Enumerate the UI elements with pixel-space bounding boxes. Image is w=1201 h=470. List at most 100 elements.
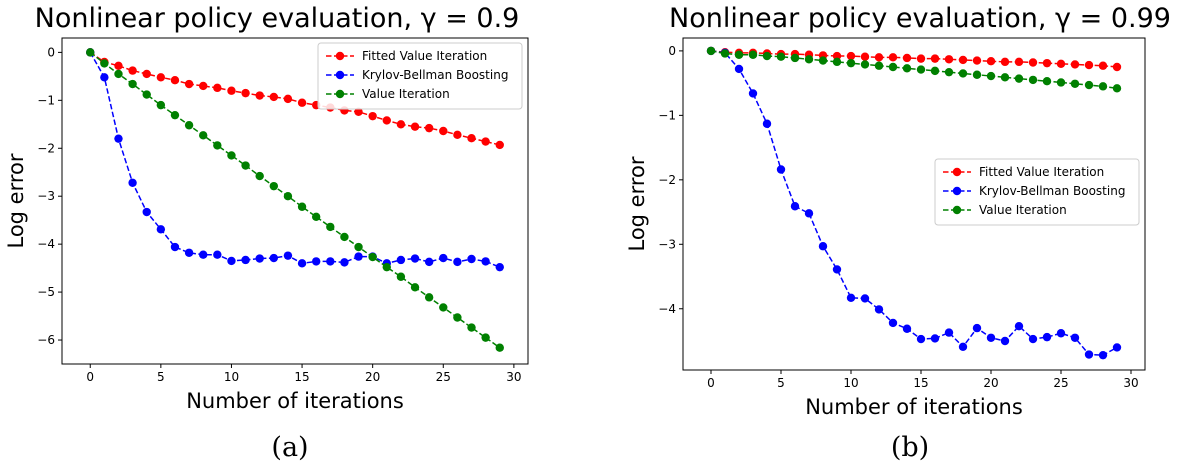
chart-b-point-value-iteration	[1056, 78, 1066, 87]
chart-a-legend-box	[317, 42, 523, 110]
chart-a-point-value-iteration	[481, 333, 490, 342]
chart-b-point-value-iteration	[1042, 76, 1052, 86]
chart-a-point-value-iteration	[142, 90, 151, 99]
chart-a-point-krylov-bellman-boosting	[453, 257, 462, 267]
chart-b-plot-frame	[682, 37, 1146, 371]
chart-a-point-value-iteration	[269, 181, 279, 191]
chart-b-legend-label-value-iteration: Value Iteration	[979, 203, 1067, 217]
chart-b-point-fitted-value-iteration	[916, 54, 926, 63]
chart-b-point-fitted-value-iteration	[930, 54, 940, 63]
chart-a-xtick-label: 25	[436, 370, 451, 384]
chart-b-point-krylov-bellman-boosting	[888, 318, 898, 328]
chart-a-point-value-iteration	[424, 293, 434, 302]
chart-b-point-krylov-bellman-boosting	[762, 119, 772, 128]
chart-a-point-value-iteration	[170, 110, 180, 120]
chart-b-point-value-iteration	[1014, 74, 1024, 83]
chart-a-point-value-iteration	[255, 171, 264, 181]
chart-b-point-krylov-bellman-boosting	[1014, 321, 1024, 331]
chart-a-point-fitted-value-iteration	[227, 86, 236, 95]
chart-b-legend: Fitted Value Iteration Krylov-Bellman Boo…	[934, 158, 1140, 226]
chart-a-point-krylov-bellman-boosting	[114, 134, 123, 143]
chart-b-point-krylov-bellman-boosting	[1056, 329, 1066, 338]
chart-a-ytick-label: −2	[37, 141, 55, 155]
chart-a-ytick-label: −3	[37, 189, 55, 203]
chart-a-point-value-iteration	[467, 323, 476, 332]
chart-a-point-fitted-value-iteration	[481, 137, 490, 146]
chart-b-point-krylov-bellman-boosting	[1028, 334, 1038, 344]
chart-a-point-fitted-value-iteration	[114, 61, 123, 71]
chart-b-point-fitted-value-iteration	[1028, 58, 1038, 67]
chart-b-point-fitted-value-iteration	[972, 56, 982, 65]
chart-a-point-krylov-bellman-boosting	[227, 256, 236, 266]
chart-a-xtick-label: 0	[86, 370, 94, 384]
chart-a-point-fitted-value-iteration	[396, 120, 406, 129]
chart-a-legend-label-krylov-bellman-boosting: Krylov-Bellman Boosting	[362, 68, 508, 82]
chart-a-point-fitted-value-iteration	[283, 94, 293, 104]
chart-a-point-value-iteration	[199, 131, 208, 140]
chart-b-point-krylov-bellman-boosting	[818, 242, 828, 251]
chart-b-title: Nonlinear policy evaluation, γ = 0.99	[669, 3, 1171, 34]
chart-a-point-krylov-bellman-boosting	[241, 255, 250, 265]
chart-b-point-krylov-bellman-boosting	[874, 305, 884, 314]
chart-b-point-fitted-value-iteration	[846, 51, 856, 61]
chart-a-point-value-iteration	[410, 283, 420, 292]
chart-b-point-value-iteration	[944, 67, 954, 77]
chart-a-point-value-iteration	[213, 141, 222, 150]
chart-b-point-fitted-value-iteration	[902, 53, 912, 63]
chart-a-point-value-iteration	[128, 79, 137, 89]
chart-a-point-fitted-value-iteration	[495, 140, 504, 150]
chart-b-point-fitted-value-iteration	[1042, 58, 1052, 68]
chart-b: Nonlinear policy evaluation, γ = 0.99 Nu…	[625, 3, 1171, 463]
chart-b-point-value-iteration	[1112, 84, 1122, 93]
chart-a-point-krylov-bellman-boosting	[495, 262, 504, 272]
chart-a-point-krylov-bellman-boosting	[326, 257, 335, 266]
chart-a-caption: (a)	[271, 432, 308, 463]
chart-a-point-value-iteration	[241, 161, 250, 170]
chart-b-xtick-label: 25	[1053, 376, 1068, 390]
chart-b-point-fitted-value-iteration	[1014, 57, 1024, 67]
chart-b-point-fitted-value-iteration	[958, 55, 968, 65]
chart-b-legend-box	[934, 158, 1140, 226]
chart-b-ytick-label: −2	[658, 173, 676, 187]
chart-a-point-value-iteration	[326, 222, 335, 232]
chart-b-series-line-fitted-value-iteration	[710, 50, 1118, 68]
chart-b-point-value-iteration	[860, 60, 870, 69]
chart-b-point-krylov-bellman-boosting	[958, 342, 968, 351]
chart-a-point-fitted-value-iteration	[142, 69, 151, 79]
chart-b-point-krylov-bellman-boosting	[1098, 350, 1108, 360]
chart-b-point-value-iteration	[888, 62, 898, 72]
chart-b-caption: (b)	[891, 432, 929, 463]
chart-b-point-value-iteration	[986, 71, 996, 81]
chart-a-point-value-iteration	[227, 151, 236, 160]
chart-a-point-fitted-value-iteration	[213, 83, 222, 93]
chart-b-point-krylov-bellman-boosting	[1000, 336, 1010, 346]
chart-b-ytick-label: −3	[658, 237, 676, 251]
chart-a-point-krylov-bellman-boosting	[354, 252, 363, 261]
chart-b-point-value-iteration	[818, 56, 828, 65]
chart-a-point-krylov-bellman-boosting	[199, 250, 208, 259]
chart-a-legend-marker-value-iteration	[335, 89, 345, 99]
chart-b-xtick-label: 10	[843, 376, 858, 390]
chart-b-point-fitted-value-iteration	[944, 55, 954, 64]
chart-a-point-fitted-value-iteration	[439, 126, 448, 136]
chart-a-ylabel: Log error	[4, 153, 28, 248]
chart-b-point-krylov-bellman-boosting	[790, 202, 800, 211]
chart-a-legend-marker-krylov-bellman-boosting	[335, 70, 345, 80]
chart-a-point-krylov-bellman-boosting	[283, 251, 293, 260]
chart-b-point-value-iteration	[762, 51, 772, 61]
chart-a-point-krylov-bellman-boosting	[481, 257, 490, 266]
chart-b-xlabel: Number of iterations	[805, 395, 1023, 419]
chart-a-point-fitted-value-iteration	[199, 81, 208, 91]
chart-a-point-fitted-value-iteration	[297, 98, 307, 107]
chart-b-point-value-iteration	[1028, 75, 1038, 85]
chart-b-xtick-label: 5	[777, 376, 785, 390]
chart-a-point-krylov-bellman-boosting	[439, 253, 448, 263]
chart-b-point-fitted-value-iteration	[986, 57, 996, 66]
chart-a-ytick-label: −4	[37, 237, 55, 251]
chart-a-point-fitted-value-iteration	[170, 75, 180, 85]
chart-b-point-fitted-value-iteration	[1056, 59, 1066, 68]
chart-b-point-fitted-value-iteration	[1112, 62, 1122, 72]
chart-a-xtick-label: 30	[506, 370, 521, 384]
chart-a-xlabel: Number of iterations	[186, 389, 404, 413]
chart-b-point-krylov-bellman-boosting	[860, 294, 870, 303]
